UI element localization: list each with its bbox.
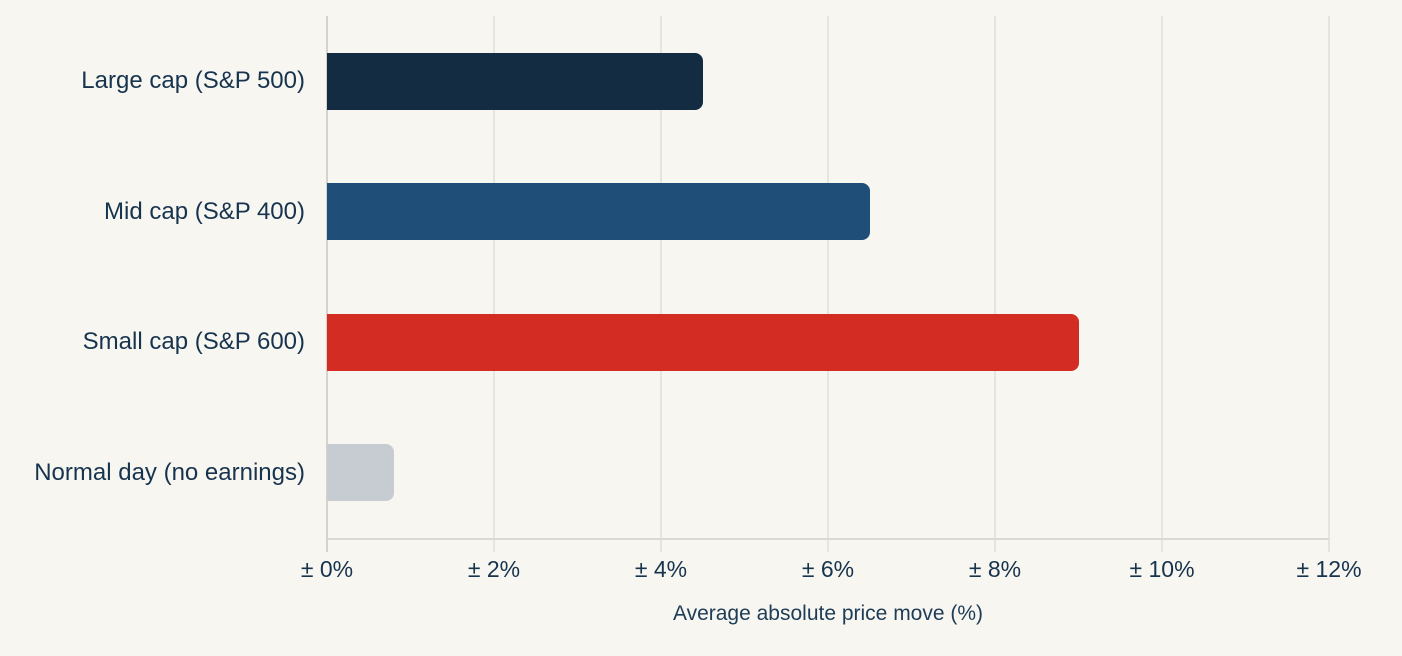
gridline-2pct [493,16,495,552]
x-axis-tick-labels: ± 0% ± 2% ± 4% ± 6% ± 8% ± 10% ± 12% [301,556,1362,590]
category-label-0: Large cap (S&P 500) [81,67,305,95]
plot-area [326,16,1330,552]
gridline-10pct [1161,16,1163,552]
gridline-0pct [326,16,328,552]
x-tick-label-2pct: ± 2% [467,556,521,582]
bar-1 [327,183,870,241]
x-tick-label-4pct: ± 4% [634,556,688,582]
gridline-4pct [660,16,662,552]
category-label-1: Mid cap (S&P 400) [104,197,305,225]
x-tick-label-10pct: ± 10% [1129,556,1195,582]
gridline-8pct [994,16,996,552]
x-axis-line [327,538,1329,540]
x-tick-label-0pct: ± 0% [300,556,354,582]
bar-0 [327,52,703,110]
category-label-2: Small cap (S&P 600) [82,328,305,356]
bar-3 [327,444,394,502]
x-axis-title: Average absolute price move (%) [672,602,984,625]
y-axis-category-labels: Large cap (S&P 500) Mid cap (S&P 400) Smal… [0,16,305,538]
x-tick-label-8pct: ± 8% [968,556,1022,582]
category-label-3: Normal day (no earnings) [34,458,305,486]
gridline-12pct [1328,16,1330,552]
x-tick-label-12pct: ± 12% [1296,556,1362,582]
gridline-6pct [827,16,829,552]
x-tick-label-6pct: ± 6% [801,556,855,582]
bar-2 [327,313,1079,371]
